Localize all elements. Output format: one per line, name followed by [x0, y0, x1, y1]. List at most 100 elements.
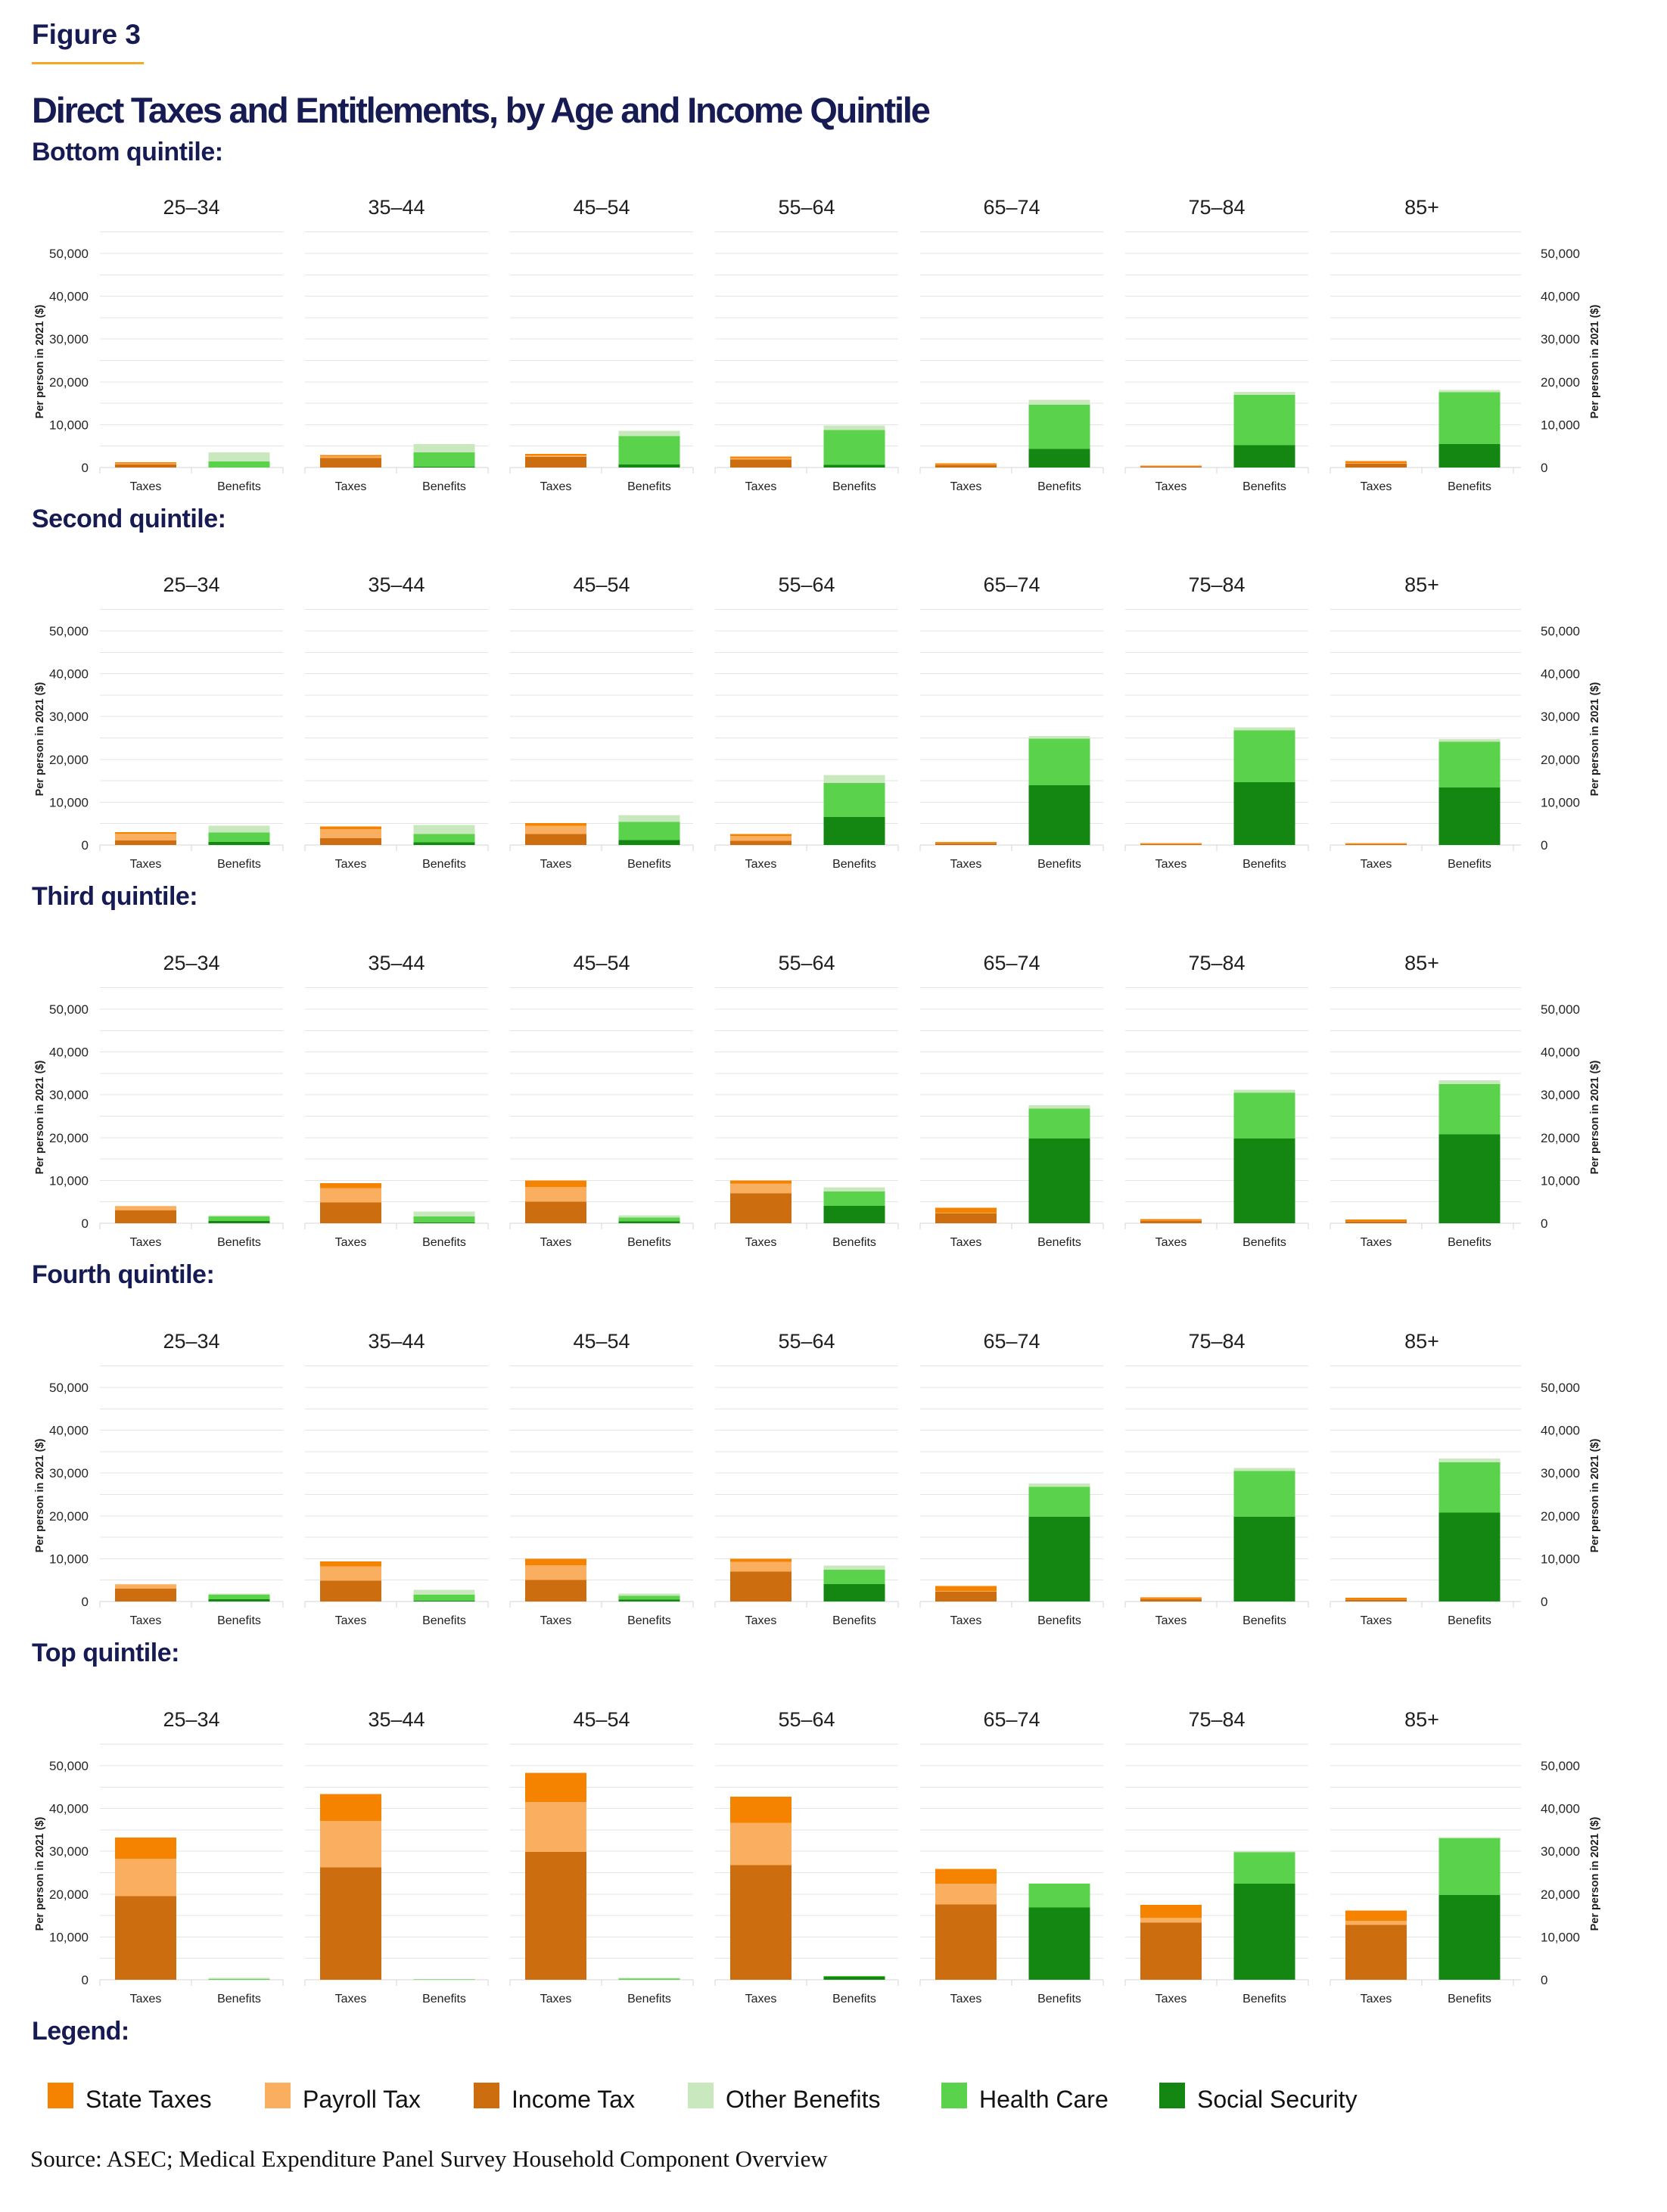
svg-text:40,000: 40,000 — [1541, 290, 1580, 304]
svg-text:85+: 85+ — [1404, 196, 1439, 219]
svg-text:Source: ASEC; Medical Expendit: Source: ASEC; Medical Expenditure Panel … — [30, 2145, 828, 2172]
svg-text:Top quintile:: Top quintile: — [32, 1639, 179, 1667]
svg-text:10,000: 10,000 — [1541, 795, 1580, 809]
svg-text:45–54: 45–54 — [573, 196, 630, 219]
svg-text:Benefits: Benefits — [627, 1993, 671, 2005]
svg-text:Payroll Tax: Payroll Tax — [303, 2086, 421, 2113]
svg-text:50,000: 50,000 — [1541, 1759, 1580, 1773]
svg-text:Benefits: Benefits — [1037, 1614, 1081, 1627]
svg-text:Benefits: Benefits — [217, 858, 261, 871]
svg-text:65–74: 65–74 — [983, 196, 1040, 219]
svg-text:40,000: 40,000 — [1541, 1802, 1580, 1816]
svg-text:Benefits: Benefits — [422, 480, 466, 493]
svg-text:10,000: 10,000 — [49, 1930, 89, 1944]
svg-text:Direct Taxes and Entitlements,: Direct Taxes and Entitlements, by Age an… — [32, 90, 930, 130]
svg-text:20,000: 20,000 — [1541, 1887, 1580, 1902]
svg-text:25–34: 25–34 — [163, 1330, 219, 1353]
svg-text:40,000: 40,000 — [49, 1802, 89, 1816]
svg-text:55–64: 55–64 — [778, 1708, 835, 1731]
svg-text:Taxes: Taxes — [130, 480, 162, 493]
svg-text:50,000: 50,000 — [49, 1381, 89, 1395]
svg-text:Benefits: Benefits — [422, 1993, 466, 2005]
svg-text:50,000: 50,000 — [1541, 247, 1580, 261]
svg-text:Taxes: Taxes — [1361, 858, 1392, 871]
svg-text:State Taxes: State Taxes — [86, 2086, 212, 2113]
svg-text:Benefits: Benefits — [217, 1236, 261, 1249]
svg-text:Taxes: Taxes — [335, 1236, 367, 1249]
svg-text:Per person in 2021 ($): Per person in 2021 ($) — [34, 304, 46, 418]
svg-text:Benefits: Benefits — [1037, 480, 1081, 493]
svg-text:40,000: 40,000 — [49, 290, 89, 304]
svg-text:20,000: 20,000 — [49, 1509, 89, 1524]
svg-text:Taxes: Taxes — [1155, 480, 1187, 493]
svg-text:Benefits: Benefits — [1448, 1993, 1491, 2005]
svg-text:20,000: 20,000 — [49, 375, 89, 390]
svg-text:50,000: 50,000 — [49, 1759, 89, 1773]
svg-text:10,000: 10,000 — [1541, 1930, 1580, 1944]
svg-text:Taxes: Taxes — [335, 1614, 367, 1627]
svg-text:Taxes: Taxes — [950, 1236, 982, 1249]
svg-text:50,000: 50,000 — [1541, 624, 1580, 638]
svg-text:Per person in 2021 ($): Per person in 2021 ($) — [34, 682, 46, 796]
svg-text:Taxes: Taxes — [335, 858, 367, 871]
svg-text:Taxes: Taxes — [1361, 1993, 1392, 2005]
svg-text:65–74: 65–74 — [983, 952, 1040, 974]
svg-text:85+: 85+ — [1404, 1330, 1439, 1353]
svg-text:35–44: 35–44 — [368, 952, 425, 974]
svg-text:0: 0 — [82, 461, 89, 475]
svg-text:30,000: 30,000 — [49, 710, 89, 724]
svg-text:40,000: 40,000 — [1541, 667, 1580, 682]
svg-text:Taxes: Taxes — [745, 1236, 777, 1249]
svg-text:Taxes: Taxes — [950, 858, 982, 871]
svg-text:0: 0 — [1541, 1595, 1547, 1609]
svg-text:75–84: 75–84 — [1188, 196, 1245, 219]
svg-text:Benefits: Benefits — [627, 480, 671, 493]
svg-text:Taxes: Taxes — [950, 1614, 982, 1627]
svg-text:Taxes: Taxes — [540, 1993, 572, 2005]
svg-text:Benefits: Benefits — [1242, 1614, 1286, 1627]
svg-text:40,000: 40,000 — [49, 667, 89, 682]
svg-text:Per person in 2021 ($): Per person in 2021 ($) — [1589, 304, 1601, 418]
svg-text:Per person in 2021 ($): Per person in 2021 ($) — [1589, 682, 1601, 796]
svg-text:25–34: 25–34 — [163, 952, 219, 974]
svg-text:40,000: 40,000 — [1541, 1045, 1580, 1060]
svg-text:Benefits: Benefits — [1448, 1614, 1491, 1627]
svg-text:45–54: 45–54 — [573, 1708, 630, 1731]
svg-text:Benefits: Benefits — [1242, 1236, 1286, 1249]
svg-text:Benefits: Benefits — [217, 1993, 261, 2005]
svg-text:Taxes: Taxes — [1155, 1993, 1187, 2005]
svg-text:Taxes: Taxes — [130, 1614, 162, 1627]
svg-text:50,000: 50,000 — [49, 624, 89, 638]
svg-text:0: 0 — [82, 1595, 89, 1609]
svg-text:Benefits: Benefits — [1448, 858, 1491, 871]
svg-text:50,000: 50,000 — [1541, 1381, 1580, 1395]
svg-text:0: 0 — [1541, 1216, 1547, 1231]
svg-text:Figure 3: Figure 3 — [32, 19, 141, 50]
svg-text:Benefits: Benefits — [217, 1614, 261, 1627]
svg-text:20,000: 20,000 — [1541, 1509, 1580, 1524]
svg-text:50,000: 50,000 — [49, 247, 89, 261]
svg-text:45–54: 45–54 — [573, 952, 630, 974]
svg-text:Benefits: Benefits — [1448, 1236, 1491, 1249]
svg-text:10,000: 10,000 — [49, 1173, 89, 1188]
svg-text:Other Benefits: Other Benefits — [726, 2086, 881, 2113]
svg-text:0: 0 — [82, 838, 89, 853]
svg-text:Income Tax: Income Tax — [512, 2086, 635, 2113]
svg-text:30,000: 30,000 — [49, 332, 89, 346]
svg-text:Benefits: Benefits — [832, 1236, 876, 1249]
svg-text:85+: 85+ — [1404, 573, 1439, 596]
svg-text:Fourth quintile:: Fourth quintile: — [32, 1260, 214, 1289]
svg-text:Benefits: Benefits — [627, 1236, 671, 1249]
svg-text:Benefits: Benefits — [1448, 480, 1491, 493]
svg-text:75–84: 75–84 — [1188, 1330, 1245, 1353]
svg-text:75–84: 75–84 — [1188, 952, 1245, 974]
svg-text:10,000: 10,000 — [49, 418, 89, 432]
svg-text:10,000: 10,000 — [1541, 418, 1580, 432]
svg-text:10,000: 10,000 — [49, 1552, 89, 1566]
svg-text:45–54: 45–54 — [573, 1330, 630, 1353]
svg-text:0: 0 — [82, 1973, 89, 1987]
svg-text:Bottom quintile:: Bottom quintile: — [32, 138, 223, 166]
svg-text:Benefits: Benefits — [627, 1614, 671, 1627]
svg-text:Taxes: Taxes — [1361, 480, 1392, 493]
svg-text:Legend:: Legend: — [32, 2017, 129, 2046]
